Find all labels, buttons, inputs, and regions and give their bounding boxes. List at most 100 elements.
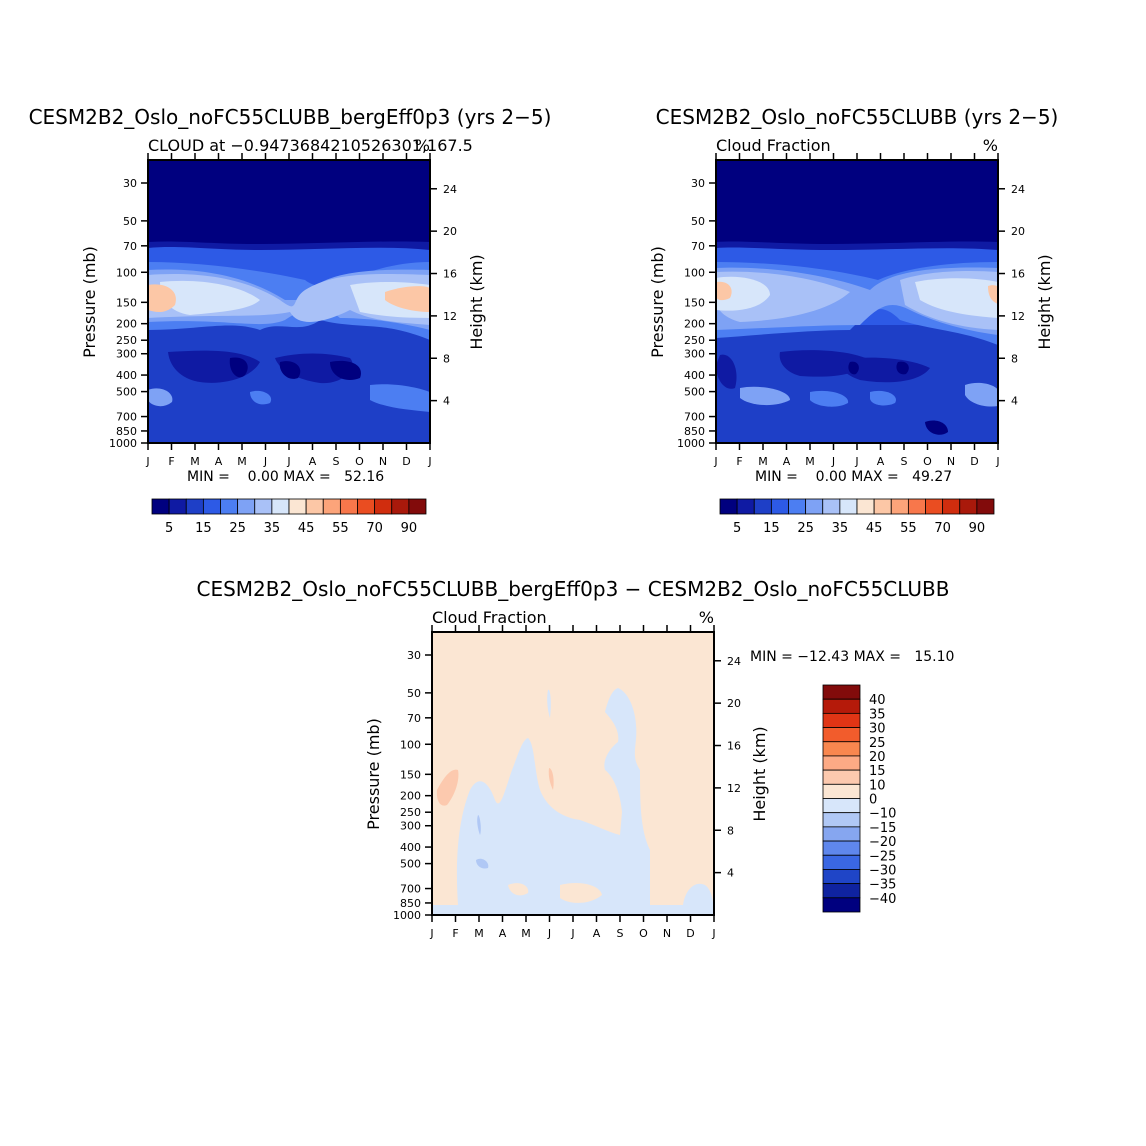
pressure-tick-label: 200	[400, 790, 421, 803]
month-tick-label: S	[901, 455, 908, 468]
month-tick-label: N	[379, 455, 387, 468]
contour-band	[870, 390, 896, 406]
colorbar-box	[822, 755, 861, 771]
colorbar-box	[185, 498, 204, 515]
month-tick-label: M	[521, 927, 531, 940]
colorbar-box	[736, 498, 755, 515]
colorbar-box	[753, 498, 772, 515]
panel-2-plot	[716, 160, 998, 443]
pressure-tick-label: 1000	[393, 909, 421, 922]
colorbar-label: 15	[869, 764, 886, 779]
colorbar-box	[907, 498, 926, 515]
colorbar-box	[254, 498, 273, 515]
colorbar-box	[220, 498, 239, 515]
pressure-tick-label: 500	[684, 386, 705, 399]
panel-3-plot	[432, 632, 714, 915]
colorbar-box	[822, 883, 861, 899]
month-tick-label: O	[639, 927, 648, 940]
colorbar-label: −15	[869, 821, 896, 836]
month-tick-label: A	[215, 455, 223, 468]
contour-band	[432, 905, 714, 915]
colorbar-box	[822, 727, 861, 743]
height-tick-label: 4	[727, 867, 734, 880]
panel-2-y2label: Height (km)	[1035, 254, 1054, 349]
colorbar-box	[391, 498, 410, 515]
panel-2-ylabel: Pressure (mb)	[648, 246, 667, 358]
colorbar-box	[925, 498, 944, 515]
pressure-tick-label: 700	[684, 411, 705, 424]
month-tick-label: J	[145, 455, 149, 468]
contour-band	[716, 281, 732, 301]
colorbar-label: 90	[969, 521, 986, 536]
colorbar-label: 35	[832, 521, 849, 536]
panel-1-plot	[148, 160, 430, 443]
colorbar-label: 55	[332, 521, 349, 536]
month-tick-label: M	[237, 455, 247, 468]
contour-band	[476, 858, 489, 869]
height-tick-label: 20	[443, 225, 457, 238]
colorbar-box	[822, 798, 861, 814]
contour-band	[148, 160, 430, 244]
colorbar-box	[237, 498, 256, 515]
month-tick-label: D	[686, 927, 694, 940]
colorbar-label: 30	[869, 722, 886, 737]
colorbar-box	[822, 698, 861, 714]
panel-3: CESM2B2_Oslo_noFC55CLUBB_bergEff0p3 − CE…	[197, 577, 955, 940]
colorbar-label: −35	[869, 878, 896, 893]
colorbar-box	[822, 897, 861, 913]
colorbar-box	[822, 741, 861, 757]
colorbar-box	[822, 869, 861, 885]
colorbar-box	[890, 498, 909, 515]
colorbar-box	[168, 498, 187, 515]
month-tick-label: M	[474, 927, 484, 940]
colorbar-label: 15	[195, 521, 212, 536]
panel-2: CESM2B2_Oslo_noFC55CLUBB (yrs 2−5) Cloud…	[648, 105, 1058, 536]
pressure-tick-label: 250	[400, 806, 421, 819]
contour-band	[547, 689, 551, 718]
pressure-tick-label: 50	[407, 687, 421, 700]
panel-3-ylabel: Pressure (mb)	[364, 718, 383, 830]
pressure-tick-label: 30	[691, 177, 705, 190]
contour-band	[229, 357, 248, 378]
colorbar-box	[959, 498, 978, 515]
colorbar-label: 45	[866, 521, 883, 536]
month-tick-label: N	[663, 927, 671, 940]
colorbar-label: 70	[366, 521, 383, 536]
panel-3-units: %	[699, 608, 714, 627]
height-tick-label: 4	[443, 395, 450, 408]
month-tick-label: J	[570, 927, 574, 940]
colorbar-box	[770, 498, 789, 515]
contour-band	[477, 815, 481, 835]
month-tick-label: D	[970, 455, 978, 468]
month-tick-label: F	[452, 927, 458, 940]
contour-band	[560, 883, 602, 903]
pressure-tick-label: 300	[684, 348, 705, 361]
height-tick-label: 20	[727, 697, 741, 710]
colorbar-box	[288, 498, 307, 515]
month-tick-label: A	[593, 927, 601, 940]
month-tick-label: J	[854, 455, 858, 468]
panel-3-title: CESM2B2_Oslo_noFC55CLUBB_bergEff0p3 − CE…	[197, 577, 950, 601]
panel-1-y2label: Height (km)	[467, 254, 486, 349]
colorbar-box	[873, 498, 892, 515]
height-tick-label: 24	[727, 655, 741, 668]
pressure-tick-label: 1000	[109, 437, 137, 450]
pressure-tick-label: 1000	[677, 437, 705, 450]
colorbar-label: 15	[763, 521, 780, 536]
contour-band	[279, 361, 301, 379]
colorbar-box	[822, 812, 861, 828]
colorbar-label: 0	[869, 793, 877, 808]
colorbar-label: −40	[869, 892, 896, 907]
contour-band	[716, 160, 998, 244]
colorbar-label: 25	[229, 521, 246, 536]
pressure-tick-label: 50	[691, 215, 705, 228]
height-tick-label: 24	[443, 183, 457, 196]
month-tick-label: J	[547, 927, 551, 940]
pressure-tick-label: 400	[400, 841, 421, 854]
panel-2-stats: MIN = 0.00 MAX = 49.27	[755, 469, 952, 485]
pressure-tick-label: 70	[691, 240, 705, 253]
colorbar-box	[822, 498, 841, 515]
contour-band	[160, 280, 260, 315]
month-tick-label: A	[309, 455, 317, 468]
